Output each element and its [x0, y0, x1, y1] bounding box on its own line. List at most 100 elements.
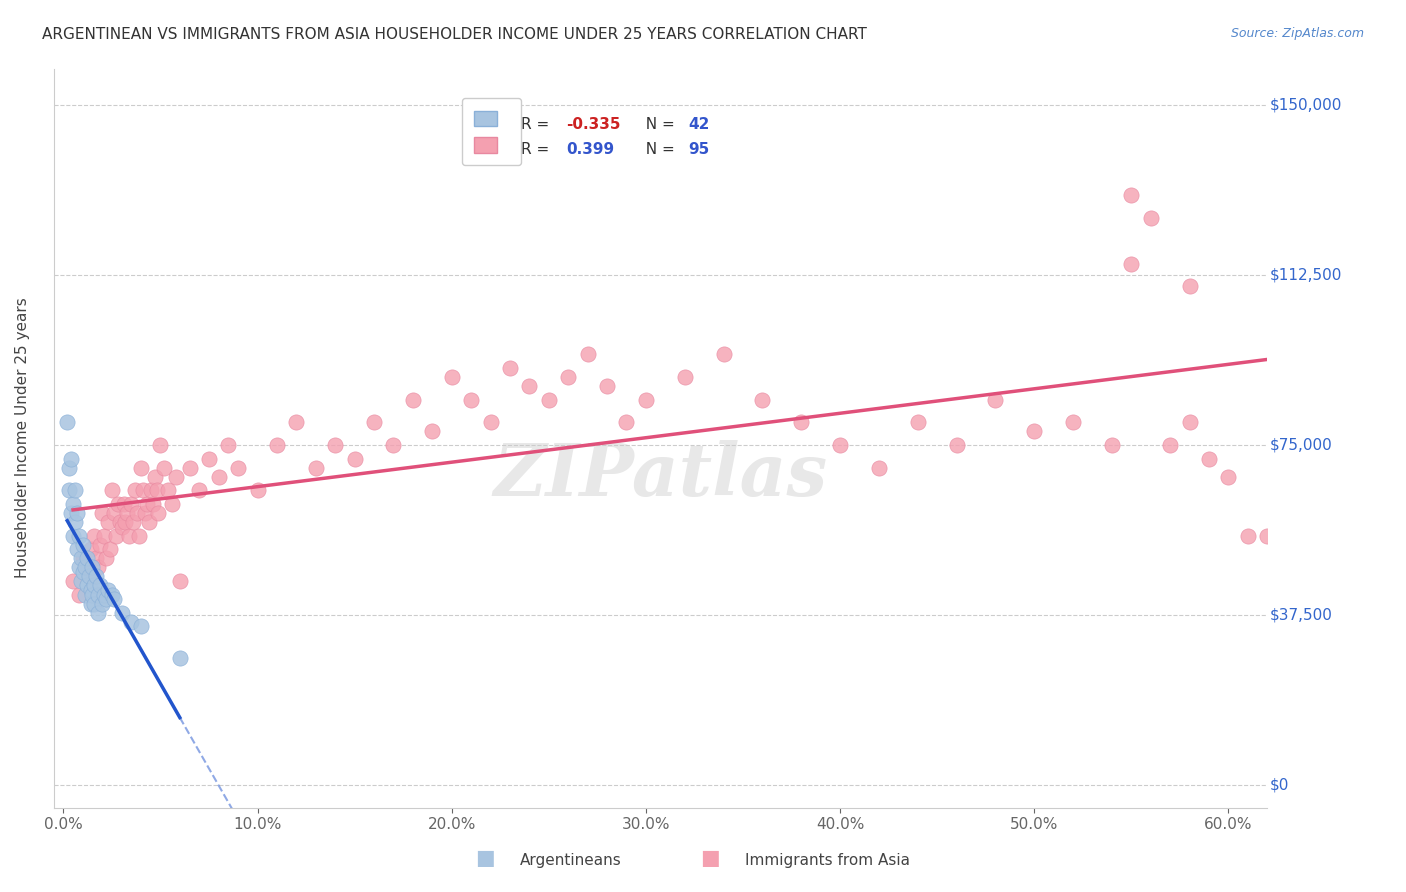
- Point: [208, 469, 231, 483]
- Point: [537, 392, 560, 407]
- Point: [1139, 211, 1161, 226]
- Point: [945, 438, 967, 452]
- Point: [382, 438, 405, 452]
- Point: [1062, 415, 1084, 429]
- Point: [89, 578, 111, 592]
- Point: [114, 515, 136, 529]
- Point: [77, 569, 100, 583]
- Point: [596, 379, 619, 393]
- Point: [122, 515, 145, 529]
- Point: [1101, 438, 1123, 452]
- Point: [460, 392, 482, 407]
- Point: [169, 574, 191, 588]
- Point: [63, 483, 86, 498]
- Point: [83, 597, 105, 611]
- Point: [83, 528, 105, 542]
- Point: [128, 528, 150, 542]
- Point: [72, 538, 94, 552]
- Point: [305, 460, 328, 475]
- Point: [60, 506, 83, 520]
- Point: [1159, 438, 1181, 452]
- Point: [110, 519, 132, 533]
- Point: [129, 460, 152, 475]
- Point: [907, 415, 929, 429]
- Text: $37,500: $37,500: [1270, 607, 1333, 623]
- Point: [188, 483, 211, 498]
- Point: [107, 497, 129, 511]
- Point: [557, 370, 579, 384]
- Point: [79, 542, 101, 557]
- Point: [62, 574, 84, 588]
- Text: ■: ■: [700, 848, 720, 868]
- Point: [713, 347, 735, 361]
- Point: [132, 483, 155, 498]
- Point: [82, 569, 104, 583]
- Text: Immigrants from Asia: Immigrants from Asia: [745, 853, 910, 868]
- Point: [101, 483, 124, 498]
- Point: [479, 415, 502, 429]
- Point: [673, 370, 696, 384]
- Point: [440, 370, 463, 384]
- Point: [87, 588, 110, 602]
- Point: [217, 438, 239, 452]
- Point: [142, 497, 165, 511]
- Point: [93, 588, 115, 602]
- Text: Source: ZipAtlas.com: Source: ZipAtlas.com: [1230, 27, 1364, 40]
- Point: [108, 515, 131, 529]
- Point: [751, 392, 773, 407]
- Point: [91, 597, 114, 611]
- Point: [86, 551, 108, 566]
- Y-axis label: Householder Income Under 25 years: Householder Income Under 25 years: [15, 298, 30, 579]
- Text: N =: N =: [636, 117, 679, 131]
- Point: [79, 582, 101, 597]
- Text: 0.399: 0.399: [565, 143, 614, 157]
- Point: [148, 506, 170, 520]
- Point: [89, 538, 111, 552]
- Point: [120, 497, 142, 511]
- Point: [58, 460, 80, 475]
- Point: [1198, 451, 1220, 466]
- Point: [165, 469, 187, 483]
- Point: [157, 483, 180, 498]
- Point: [58, 483, 80, 498]
- Point: [266, 438, 288, 452]
- Point: [179, 460, 201, 475]
- Point: [87, 560, 110, 574]
- Text: $75,000: $75,000: [1270, 437, 1333, 452]
- Point: [1218, 469, 1240, 483]
- Point: [828, 438, 851, 452]
- Text: N =: N =: [636, 143, 679, 157]
- Point: [76, 560, 98, 574]
- Point: [499, 360, 522, 375]
- Point: [198, 451, 221, 466]
- Point: [82, 588, 104, 602]
- Point: [127, 506, 149, 520]
- Text: ARGENTINEAN VS IMMIGRANTS FROM ASIA HOUSEHOLDER INCOME UNDER 25 YEARS CORRELATIO: ARGENTINEAN VS IMMIGRANTS FROM ASIA HOUS…: [42, 27, 868, 42]
- Point: [1024, 425, 1046, 439]
- Point: [79, 597, 101, 611]
- Point: [112, 497, 135, 511]
- Point: [984, 392, 1007, 407]
- Point: [246, 483, 269, 498]
- Point: [82, 560, 104, 574]
- Point: [153, 460, 176, 475]
- Point: [69, 551, 91, 566]
- Point: [60, 451, 83, 466]
- Point: [420, 425, 443, 439]
- Point: [868, 460, 890, 475]
- Point: [402, 392, 425, 407]
- Point: [143, 469, 166, 483]
- Point: [1256, 528, 1278, 542]
- Point: [69, 574, 91, 588]
- Text: $0: $0: [1270, 778, 1289, 792]
- Point: [634, 392, 657, 407]
- Point: [139, 483, 162, 498]
- Point: [363, 415, 385, 429]
- Point: [124, 483, 146, 498]
- Text: R =: R =: [520, 117, 554, 131]
- Point: [62, 497, 84, 511]
- Point: [67, 560, 90, 574]
- Point: [63, 515, 86, 529]
- Point: [72, 551, 94, 566]
- Text: 42: 42: [689, 117, 710, 131]
